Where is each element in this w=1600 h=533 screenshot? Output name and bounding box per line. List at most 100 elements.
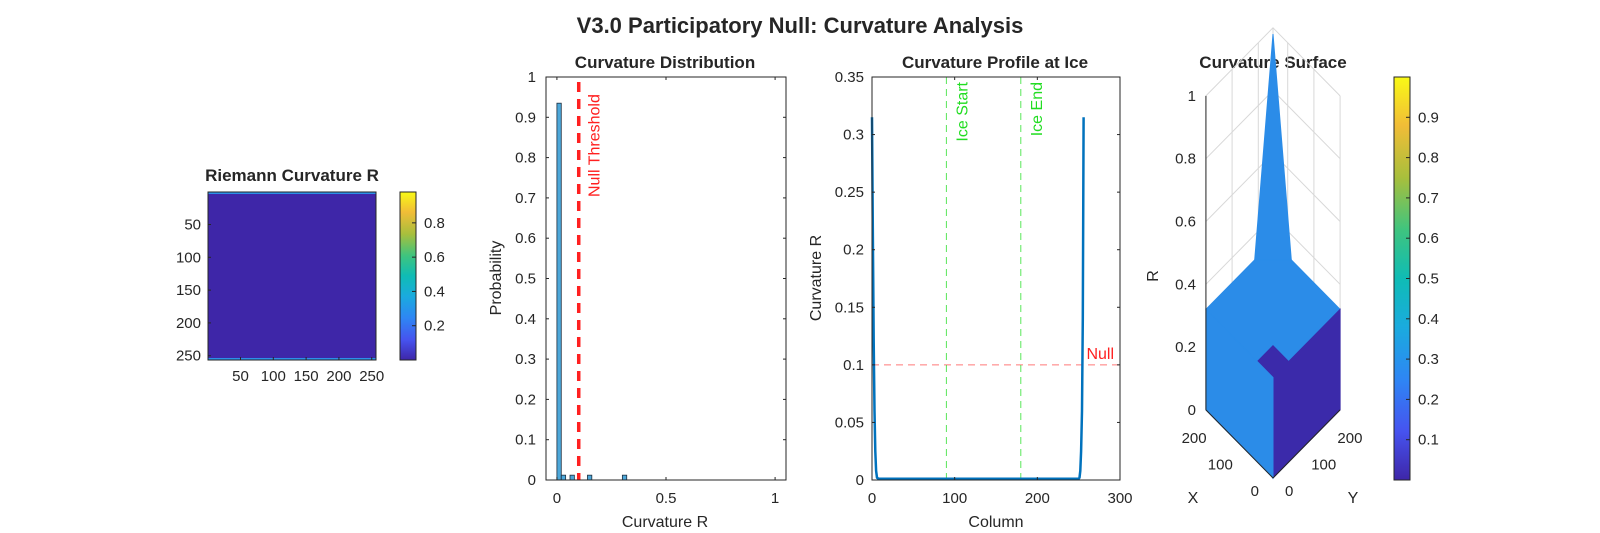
heatmap-x-tick-label: 100 bbox=[261, 368, 286, 385]
surface-x-tick-label: 0 bbox=[1251, 483, 1259, 500]
surface-colorbar-tick-label: 0.9 bbox=[1418, 109, 1439, 126]
curvature-profile-line bbox=[870, 117, 1085, 481]
profile-x-label: Column bbox=[968, 514, 1023, 531]
surface-axes bbox=[1205, 95, 1341, 479]
histogram-bar bbox=[569, 474, 575, 481]
heatmap-colorbar-tick-label: 0.4 bbox=[424, 283, 445, 300]
heatmap-field bbox=[208, 192, 376, 360]
surface-z-label: R bbox=[1145, 270, 1162, 282]
surface-colorbar-tick-label: 0.2 bbox=[1418, 391, 1439, 408]
surface-z-tick-label: 0.6 bbox=[1175, 214, 1196, 231]
surface-colorbar-tick-label: 0.8 bbox=[1418, 150, 1439, 167]
surface-z-tick-label: 0.8 bbox=[1175, 151, 1196, 168]
heatmap-colorbar-ticks: 0.2 0.4 0.6 0.8 bbox=[412, 215, 445, 335]
profile-y-tick-label: 0.2 bbox=[843, 242, 864, 259]
heatmap-y-tick-label: 50 bbox=[184, 216, 201, 233]
surface-z-tick-label: 0 bbox=[1188, 402, 1196, 419]
profile-y-tick-label: 0.05 bbox=[835, 414, 864, 431]
surface-y-tick-label: 100 bbox=[1311, 456, 1336, 473]
histogram-y-tick-label: 0.5 bbox=[515, 271, 536, 288]
surface-colorbar-tick-label: 0.4 bbox=[1418, 311, 1439, 328]
surface-colorbar-ticks: 0.1 0.2 0.3 0.4 0.5 0.6 0.7 0.8 0.9 bbox=[1406, 109, 1439, 449]
heatmap-colorbar-box bbox=[399, 191, 417, 361]
profile-axes-box bbox=[871, 76, 1121, 481]
histogram-y-tick-label: 0.3 bbox=[515, 351, 536, 368]
profile-x-tick-label: 0 bbox=[868, 490, 876, 507]
surface-y-tick-label: 0 bbox=[1285, 483, 1293, 500]
surface-panel: Curvature Surface 00.20.40.60.81 0100200… bbox=[1145, 27, 1439, 507]
histogram-y-tick-label: 0.8 bbox=[515, 150, 536, 167]
histogram-axes-box bbox=[545, 76, 787, 481]
histogram-y-tick-label: 0.9 bbox=[515, 109, 536, 126]
heatmap-colorbar-tick-label: 0.8 bbox=[424, 215, 445, 232]
heatmap-x-tick-label: 50 bbox=[232, 368, 249, 385]
surface-z-tick-label: 0.2 bbox=[1175, 339, 1196, 356]
heatmap-colorbar bbox=[400, 192, 416, 360]
histogram-panel: Curvature Distribution Null Threshold 00… bbox=[488, 53, 787, 531]
profile-x-tick-label: 100 bbox=[942, 490, 967, 507]
profile-y-label: Curvature R bbox=[808, 235, 825, 321]
profile-title: Curvature Profile at Ice bbox=[902, 53, 1088, 72]
histogram-x-label: Curvature R bbox=[622, 514, 708, 531]
surface-x-tick-label: 200 bbox=[1182, 430, 1207, 447]
histogram-bar bbox=[556, 102, 562, 481]
surface-colorbar-tick-label: 0.5 bbox=[1418, 271, 1439, 288]
heatmap-x-tick-label: 200 bbox=[326, 368, 351, 385]
profile-x-ticks: 0 100 200 300 bbox=[868, 77, 1133, 507]
histogram-y-tick-label: 0 bbox=[528, 472, 536, 489]
histogram-y-tick-label: 0.7 bbox=[515, 190, 536, 207]
heatmap-edge-top bbox=[208, 192, 376, 194]
surface-colorbar bbox=[1394, 77, 1410, 480]
histogram-bar bbox=[560, 474, 567, 481]
heatmap-y-tick-label: 250 bbox=[176, 348, 201, 365]
heatmap-y-ticks: 50 100 150 200 250 bbox=[176, 216, 211, 365]
profile-panel: Curvature Profile at Ice Null Ice Start … bbox=[808, 53, 1133, 531]
null-line-label: Null bbox=[1086, 346, 1114, 363]
histogram-x-ticks: 0 0.5 1 bbox=[553, 77, 779, 507]
null-threshold-label: Null Threshold bbox=[587, 94, 604, 197]
figure-title: V3.0 Participatory Null: Curvature Analy… bbox=[577, 13, 1024, 38]
surface-y-tick-label: 200 bbox=[1337, 430, 1362, 447]
surface-x-axis bbox=[1205, 409, 1274, 479]
heatmap-edge-bottom bbox=[208, 358, 376, 360]
histogram-x-tick-label: 1 bbox=[771, 490, 779, 507]
profile-y-tick-label: 0.25 bbox=[835, 184, 864, 201]
heatmap-y-tick-label: 150 bbox=[176, 282, 201, 299]
ice-end-label: Ice End bbox=[1029, 82, 1046, 136]
histogram-bar bbox=[587, 474, 593, 481]
profile-y-ticks: 0 0.05 0.1 0.15 0.2 0.25 0.3 0.35 bbox=[835, 69, 1120, 489]
histogram-y-tick-label: 0.6 bbox=[515, 230, 536, 247]
surface-colorbar-tick-label: 0.3 bbox=[1418, 351, 1439, 368]
ice-start-label: Ice Start bbox=[954, 81, 971, 141]
histogram-y-label: Probability bbox=[488, 241, 505, 316]
surface-x-label: X bbox=[1188, 490, 1199, 507]
surface-colorbar-tick-label: 0.7 bbox=[1418, 190, 1439, 207]
histogram-y-tick-label: 0.2 bbox=[515, 391, 536, 408]
histogram-x-tick-label: 0 bbox=[553, 490, 561, 507]
surface-colorbar-tick-label: 0.6 bbox=[1418, 230, 1439, 247]
heatmap-y-tick-label: 100 bbox=[176, 249, 201, 266]
histogram-y-tick-label: 0.4 bbox=[515, 311, 536, 328]
profile-y-tick-label: 0.15 bbox=[835, 299, 864, 316]
surface-z-ticks: 0 0.2 0.4 0.6 0.8 1 bbox=[1175, 88, 1196, 419]
surface-peak-patch bbox=[1254, 34, 1292, 261]
heatmap-axes-box bbox=[207, 191, 377, 361]
profile-y-tick-label: 0.35 bbox=[835, 69, 864, 86]
surface-colorbar-tick-label: 0.1 bbox=[1418, 432, 1439, 449]
heatmap-panel: Riemann Curvature R 50 100 150 200 250 50 100… bbox=[176, 166, 445, 385]
profile-x-tick-label: 200 bbox=[1025, 490, 1050, 507]
histogram-title: Curvature Distribution bbox=[575, 53, 755, 72]
surface-mesh bbox=[1205, 34, 1341, 480]
profile-y-tick-label: 0 bbox=[856, 472, 864, 489]
histogram-y-tick-label: 0.1 bbox=[515, 432, 536, 449]
histogram-x-tick-label: 0.5 bbox=[656, 490, 677, 507]
profile-y-tick-label: 0.1 bbox=[843, 357, 864, 374]
heatmap-colorbar-tick-label: 0.6 bbox=[424, 249, 445, 266]
histogram-bar bbox=[621, 474, 628, 481]
profile-y-tick-label: 0.3 bbox=[843, 127, 864, 144]
surface-x-tick-label: 100 bbox=[1208, 456, 1233, 473]
surface-z-tick-label: 0.4 bbox=[1175, 276, 1196, 293]
